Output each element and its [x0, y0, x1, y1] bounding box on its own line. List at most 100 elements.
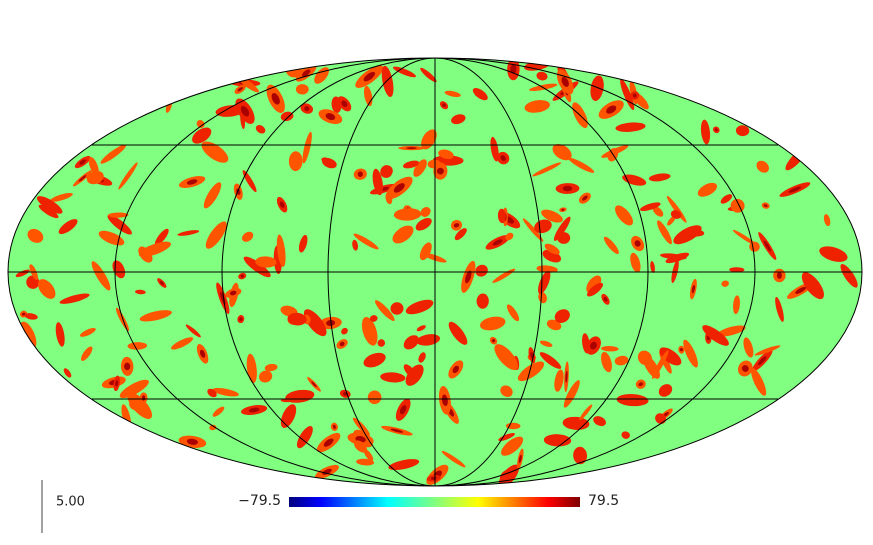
source-blob	[601, 345, 619, 352]
source-blob	[732, 229, 758, 246]
source-core	[279, 201, 285, 208]
source-blob	[298, 234, 308, 253]
source-blob	[415, 218, 432, 231]
source-core	[500, 155, 506, 162]
source-blob	[743, 337, 754, 358]
source-core	[124, 362, 131, 371]
source-core	[492, 239, 503, 246]
source-core	[301, 69, 311, 77]
source-blob	[554, 369, 564, 392]
source-blob	[536, 71, 548, 81]
source-blob	[500, 385, 513, 397]
source-blob	[108, 212, 129, 218]
source-core	[776, 272, 782, 279]
source-blob	[363, 449, 374, 462]
source-core	[21, 312, 26, 316]
source-blob	[840, 264, 858, 288]
source-blob	[419, 242, 432, 261]
source-blob	[287, 312, 307, 326]
source-core	[679, 348, 684, 352]
source-blob	[756, 160, 769, 173]
source-blob	[497, 208, 506, 224]
colorbar-min-label: −79.5	[238, 493, 281, 509]
source-blob	[683, 339, 698, 368]
source-blob	[801, 272, 824, 300]
source-blob	[427, 159, 441, 169]
source-blob	[517, 361, 545, 382]
source-blob	[671, 259, 679, 284]
source-core	[323, 438, 334, 447]
source-core	[510, 64, 517, 74]
source-core	[240, 274, 244, 278]
map-outline	[7, 57, 863, 487]
source-blob	[259, 370, 273, 383]
source-core	[239, 317, 243, 321]
source-core	[632, 93, 637, 98]
source-blob	[657, 220, 672, 245]
source-blob	[702, 325, 729, 346]
source-blob	[403, 160, 419, 169]
source-core	[590, 341, 597, 350]
source-blob	[546, 319, 562, 331]
source-blob	[255, 256, 277, 268]
source-blob	[296, 426, 313, 449]
source-blob	[201, 141, 229, 163]
source-core	[339, 341, 345, 347]
source-blob	[185, 324, 201, 338]
source-blob	[80, 346, 93, 361]
source-blob	[302, 131, 312, 164]
source-core	[441, 394, 448, 407]
source-blob	[603, 236, 619, 255]
source-blob	[212, 406, 225, 417]
source-blob	[729, 267, 745, 273]
source-blob	[381, 65, 394, 98]
scale-bar-label: 5.00	[56, 495, 85, 510]
source-core	[393, 183, 405, 193]
source-blob	[582, 333, 590, 354]
source-blob	[494, 344, 518, 371]
source-blob	[650, 261, 655, 274]
source-blob	[615, 205, 633, 226]
source-core	[603, 297, 608, 302]
source-blob	[573, 446, 588, 465]
source-blob	[490, 136, 499, 162]
source-blob	[196, 120, 205, 128]
source-blob	[593, 416, 606, 427]
source-blob	[522, 218, 544, 242]
source-blob	[405, 299, 434, 315]
source-blob	[369, 315, 378, 322]
source-core	[714, 128, 718, 132]
source-blob	[15, 269, 30, 278]
source-blob	[505, 232, 514, 241]
source-blob	[135, 289, 146, 295]
source-core	[561, 76, 569, 87]
source-blob	[590, 75, 604, 101]
source-blob	[563, 380, 580, 408]
source-blob	[540, 340, 553, 347]
source-blob	[321, 157, 330, 164]
source-blob	[107, 214, 132, 235]
source-blob	[539, 352, 562, 369]
source-blob	[203, 182, 222, 209]
source-blob	[352, 239, 359, 251]
source-blob	[418, 352, 426, 363]
source-blob	[420, 67, 437, 83]
source-blob	[264, 363, 278, 372]
source-blob	[541, 209, 563, 223]
source-blob	[666, 195, 687, 223]
source-blob	[586, 275, 602, 294]
source-blob	[385, 192, 393, 205]
source-blob	[475, 264, 488, 277]
source-core	[304, 106, 310, 112]
source-core	[758, 356, 767, 366]
sources	[15, 58, 858, 486]
source-core	[406, 147, 417, 150]
source-blob	[543, 434, 572, 447]
source-blob	[775, 296, 784, 322]
source-blob	[823, 214, 831, 227]
source-blob	[288, 151, 303, 172]
source-blob	[380, 372, 406, 383]
source-blob	[303, 309, 327, 337]
source-core	[691, 284, 695, 294]
source-blob	[416, 334, 441, 346]
